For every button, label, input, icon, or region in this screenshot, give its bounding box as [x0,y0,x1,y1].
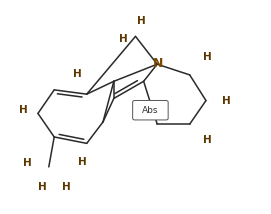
Text: H: H [222,96,231,106]
Text: N: N [153,57,164,70]
Text: H: H [62,182,71,192]
Text: Abs: Abs [142,106,159,115]
Text: H: H [78,157,87,166]
Text: H: H [73,69,82,79]
Text: H: H [203,52,212,62]
Text: H: H [137,16,145,26]
Text: H: H [19,105,27,115]
Text: H: H [23,158,31,168]
FancyBboxPatch shape [133,101,168,120]
Text: H: H [203,135,212,145]
Text: H: H [38,182,46,192]
Text: H: H [119,34,128,43]
